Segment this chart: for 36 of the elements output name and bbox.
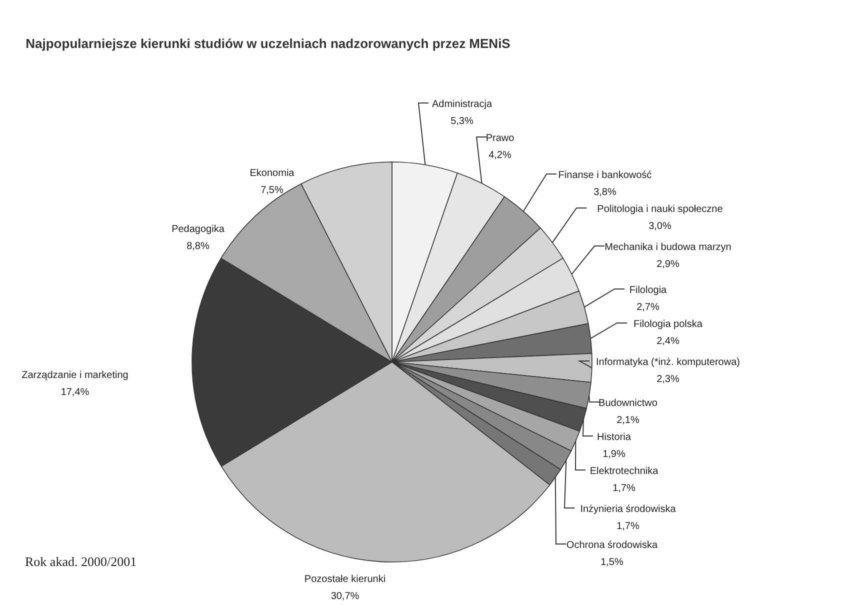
data-label: 2,1% bbox=[616, 415, 640, 426]
slice-label: Ochrona środowiska bbox=[566, 540, 658, 551]
slice-label: Informatyka (*inż. komputerowa) bbox=[596, 357, 740, 368]
data-label: 3,0% bbox=[648, 221, 672, 232]
data-label: 2,9% bbox=[656, 259, 680, 270]
slice-label: Inżynieria środowiska bbox=[580, 504, 676, 515]
data-label: 1,5% bbox=[600, 557, 624, 568]
data-label: 1,9% bbox=[602, 449, 626, 460]
slice-label: Finanse i bankowość bbox=[558, 170, 652, 181]
data-label: 30,7% bbox=[330, 591, 360, 602]
data-label: 3,8% bbox=[594, 187, 617, 198]
slice-label: Pozostałe kierunki bbox=[304, 574, 386, 585]
slice-label: Historia bbox=[597, 432, 632, 443]
chart-title: Najpopularniejsze kierunki studiów w uczelniach nadzorowanych przez MENiS bbox=[26, 36, 511, 51]
data-label: 17,4% bbox=[60, 387, 90, 398]
data-label: 2,3% bbox=[656, 374, 680, 385]
text: Rok akad. 2000/2001 bbox=[25, 554, 137, 569]
data-label: 4,2% bbox=[488, 150, 512, 161]
slice-label: Prawo bbox=[486, 133, 515, 144]
slice-label: Politologia i nauki społeczne bbox=[597, 204, 724, 215]
slice-label: Elektrotechnika bbox=[590, 466, 659, 477]
data-label: 1,7% bbox=[616, 521, 640, 532]
data-label: 1,7% bbox=[612, 483, 636, 494]
slice-label: Zarządzanie i marketing bbox=[22, 370, 128, 381]
slice-label: Filologia polska bbox=[634, 319, 703, 330]
slice-label: Filologia bbox=[629, 285, 668, 296]
slice-label: Ekonomia bbox=[250, 168, 295, 179]
data-label: 2,4% bbox=[656, 336, 680, 347]
data-label: 7,5% bbox=[260, 185, 284, 196]
slice-label: Pedagogika bbox=[172, 224, 225, 235]
slice-label: Administracja bbox=[432, 99, 492, 110]
data-label: 5,3% bbox=[450, 116, 474, 127]
slice-label: Mechanika i budowa marzyn bbox=[604, 242, 732, 253]
data-label: 8,8% bbox=[186, 241, 210, 252]
slice-label: Budownictwo bbox=[598, 398, 658, 409]
data-label: 2,7% bbox=[636, 302, 660, 313]
